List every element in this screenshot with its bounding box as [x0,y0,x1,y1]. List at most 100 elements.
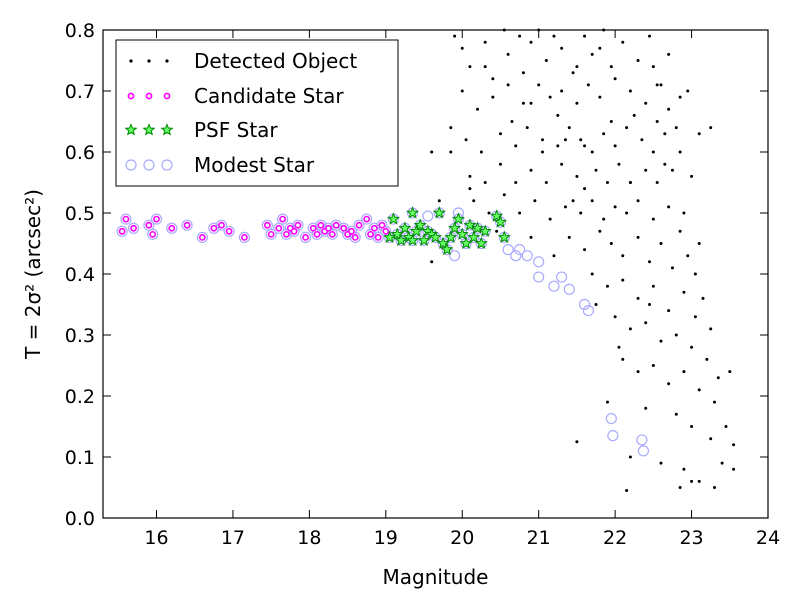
data-point [363,215,371,223]
data-point [353,219,365,231]
data-point [705,357,709,361]
data-point [598,46,602,50]
data-point [667,382,671,386]
data-point [263,221,271,229]
data-point [183,221,191,229]
legend-item-psf-star: PSF Star [124,118,278,142]
data-point [678,229,682,233]
data-point [313,230,321,238]
data-point [487,211,491,215]
data-point [659,339,663,343]
data-point [556,113,560,117]
data-point [682,370,686,374]
data-point [690,174,694,178]
data-point [613,77,617,81]
data-point [648,303,652,306]
x-tick-label: 24 [756,527,780,549]
data-point [409,224,423,237]
data-point [621,357,625,361]
data-point [483,65,487,69]
y-tick-label: 0.0 [65,508,95,530]
data-point [644,101,648,105]
data-point [607,430,619,442]
data-point [493,215,507,228]
data-point [468,65,472,69]
data-point [697,132,701,136]
data-point [181,219,193,231]
data-point [376,219,388,231]
data-point [712,400,716,404]
data-point [613,144,617,148]
data-point [325,224,332,232]
data-point [544,181,548,184]
data-point [453,34,457,38]
data-point [422,210,434,222]
data-point [625,126,629,130]
data-point [472,199,476,203]
data-point [659,242,663,245]
data-point [690,345,694,349]
data-point [625,489,629,493]
data-point [383,230,397,243]
data-point [533,271,545,283]
data-point [682,211,686,215]
data-point [506,83,510,87]
data-point [548,95,552,99]
data-point [678,486,682,489]
data-point [663,162,667,166]
data-point [238,231,251,243]
data-point [196,231,208,243]
data-point [223,225,235,237]
data-point [701,296,705,300]
data-point [474,236,488,250]
data-point [651,217,655,221]
data-point [732,467,736,471]
data-point [548,280,560,292]
ticks-layer: 16 17 18 19 20 21 22 23 24 0.0 0.1 0.2 0.3 0.4 0.5 0.6 0… [65,20,780,549]
data-point [351,233,359,241]
data-point [510,120,514,123]
legend-marker [145,92,153,100]
data-point [460,46,464,50]
data-point [378,221,386,229]
data-point [150,213,163,225]
y-tick-label: 0.2 [65,386,95,408]
data-point [471,221,485,234]
data-point [406,233,420,246]
data-point [498,132,502,136]
data-point [697,388,701,392]
data-point [208,222,220,234]
data-point [464,138,468,142]
data-point [406,206,420,219]
data-point [529,101,533,105]
data-point [651,150,655,154]
data-point [368,222,380,234]
data-point [575,65,579,69]
data-point [149,230,157,238]
data-point [637,445,650,457]
data-point [541,150,545,154]
data-point [394,233,408,246]
data-point [560,89,564,93]
data-point [697,242,701,245]
data-point [386,212,400,225]
points-layer [116,28,736,493]
data-point [648,34,652,38]
data-point [280,228,293,240]
data-point [586,83,590,87]
data-point [556,271,568,283]
data-point [598,229,602,233]
data-point [468,187,472,191]
data-point [544,59,548,62]
data-point [628,327,632,331]
data-point [116,225,128,237]
x-tick-label: 22 [603,527,627,549]
legend-label: Candidate Star [194,84,344,108]
data-point [127,222,140,234]
data-point [495,229,499,233]
data-point [455,227,469,240]
data-point [225,227,233,235]
data-point [315,219,327,231]
legend-marker [129,59,133,63]
data-point [483,40,487,44]
